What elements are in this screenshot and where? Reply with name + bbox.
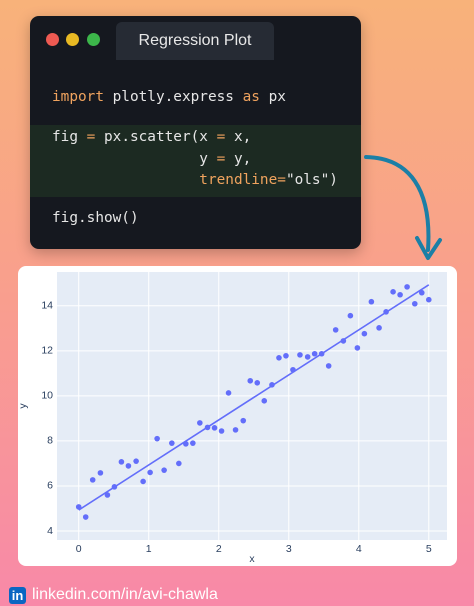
- linkedin-icon: in: [9, 586, 26, 604]
- y-tick-label: 4: [47, 525, 53, 537]
- chart-card: 468101214012345xy: [18, 266, 457, 566]
- scatter-point: [89, 477, 96, 483]
- footer: in linkedin.com/in/avi-chawla: [9, 585, 218, 605]
- arrow-head: [415, 236, 442, 260]
- scatter-point: [169, 440, 175, 446]
- scatter-point: [261, 398, 268, 404]
- y-tick-label: 6: [47, 480, 53, 492]
- x-tick-label: 4: [356, 543, 362, 555]
- scatter-point: [118, 459, 125, 465]
- scatter-point: [218, 428, 225, 434]
- code-line: fig = px.scatter(x = x,: [52, 128, 251, 146]
- scatter-point: [283, 352, 289, 359]
- scatter-point: [133, 458, 139, 464]
- code-token: =: [277, 172, 286, 188]
- x-tick-label: 2: [216, 543, 222, 555]
- plot-area: [57, 272, 447, 540]
- scatter-point: [211, 425, 218, 431]
- code-token: plotly.express: [103, 89, 243, 105]
- scatter-point: [404, 284, 410, 290]
- scatter-point: [176, 460, 182, 467]
- scatter-point: [425, 296, 432, 303]
- scatter-point: [368, 298, 375, 305]
- scatter-point: [332, 327, 339, 333]
- scatter-point: [247, 377, 254, 384]
- y-tick-label: 14: [41, 300, 53, 312]
- x-tick-label: 1: [146, 543, 152, 555]
- code-token: x,: [225, 129, 252, 145]
- scatter-point: [147, 469, 153, 476]
- code-token: =: [86, 129, 96, 145]
- scatter-point: [411, 300, 418, 307]
- code-token: fig: [52, 129, 87, 145]
- footer-link[interactable]: linkedin.com/in/avi-chawla: [32, 586, 218, 603]
- scatter-point: [418, 289, 425, 296]
- code-token: =: [216, 129, 226, 145]
- scatter-point: [197, 420, 203, 426]
- code-token: =: [216, 151, 226, 167]
- scatter-point: [354, 345, 361, 351]
- code-token: trendline: [52, 172, 278, 188]
- scatter-point: [304, 354, 311, 360]
- y-tick-label: 12: [41, 345, 53, 357]
- scatter-point: [276, 355, 282, 361]
- scatter-point: [397, 291, 403, 298]
- code-token: y: [52, 151, 217, 167]
- scatter-point: [82, 514, 89, 520]
- code-token: import: [52, 89, 104, 105]
- code-token: px.scatter(x: [95, 129, 217, 145]
- arrow: [364, 155, 431, 252]
- trendline: [78, 284, 430, 511]
- code-token: px: [259, 89, 286, 105]
- scatter-point: [104, 492, 111, 498]
- scatter-point: [240, 417, 247, 424]
- y-tick-label: 10: [41, 390, 53, 402]
- highlight: [30, 125, 361, 197]
- close-button[interactable]: [46, 33, 59, 46]
- chart: 468101214012345xy: [18, 272, 447, 565]
- code-token: as: [242, 89, 260, 105]
- code-window: Regression Plot import plotly.express as…: [30, 16, 361, 249]
- code-token: y,: [225, 151, 252, 167]
- scatter-point: [376, 325, 382, 331]
- scatter-point: [347, 312, 354, 319]
- scatter-point: [325, 363, 332, 369]
- code-token: "ols"): [285, 172, 338, 188]
- scatter-point: [254, 380, 261, 386]
- code-token: fig.show(): [52, 210, 139, 226]
- scatter-point: [361, 330, 368, 337]
- scatter-point: [297, 352, 303, 358]
- scatter-point: [161, 467, 167, 473]
- code-line: y = y,: [52, 150, 251, 168]
- scatter-point: [97, 470, 104, 476]
- scatter-point: [190, 440, 196, 446]
- y-tick-label: 8: [47, 435, 53, 447]
- scatter-point: [140, 478, 146, 485]
- x-tick-label: 5: [426, 543, 432, 555]
- code-line: fig.show(): [52, 209, 139, 227]
- scatter-point: [154, 435, 160, 442]
- y-axis-title: y: [18, 403, 29, 409]
- tab[interactable]: Regression Plot: [116, 22, 274, 60]
- x-axis-title: x: [249, 553, 255, 565]
- scatter-point: [390, 289, 396, 295]
- x-tick-label: 3: [286, 543, 292, 555]
- scatter-point: [125, 463, 132, 469]
- code-line: import plotly.express as px: [52, 88, 286, 106]
- scatter-point: [225, 390, 232, 396]
- code-line: trendline="ols"): [52, 171, 338, 189]
- maximize-button[interactable]: [87, 33, 100, 46]
- minimize-button[interactable]: [66, 33, 79, 46]
- scatter-point: [311, 350, 318, 357]
- x-tick-label: 0: [76, 543, 82, 555]
- scatter-point: [232, 427, 239, 433]
